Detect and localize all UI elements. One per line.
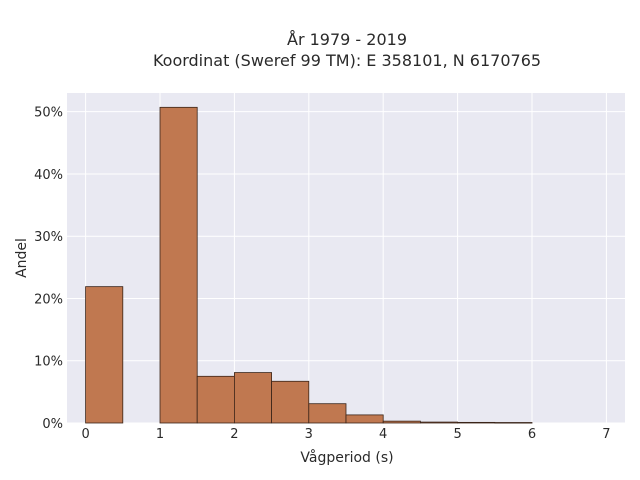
x-tick-label: 6 <box>528 427 536 442</box>
y-tick-label: 10% <box>34 355 63 370</box>
histogram-bar-11 <box>494 422 533 424</box>
histogram-bar-2 <box>159 106 198 424</box>
histogram-bar-4 <box>233 372 272 424</box>
y-tick-label: 50% <box>34 106 63 121</box>
x-tick-label: 0 <box>81 427 89 442</box>
x-tick-label: 4 <box>379 427 387 442</box>
chart-title-line1: År 1979 - 2019 <box>287 30 407 49</box>
chart-title-line2: Koordinat (Sweref 99 TM): E 358101, N 61… <box>153 51 541 70</box>
x-tick-label: 7 <box>602 427 610 442</box>
y-axis-label: Andel <box>14 238 30 278</box>
histogram-bar-9 <box>419 421 458 424</box>
histogram-bar-8 <box>382 420 421 424</box>
histogram-bar-6 <box>308 403 347 424</box>
histogram-bar-3 <box>196 375 235 424</box>
x-tick-label: 2 <box>230 427 238 442</box>
plot-area <box>67 93 625 423</box>
x-tick-label: 1 <box>156 427 164 442</box>
x-axis-label: Vågperiod (s) <box>300 449 393 466</box>
y-tick-label: 0% <box>42 417 63 432</box>
histogram-bar-5 <box>271 380 310 424</box>
x-tick-label: 3 <box>305 427 313 442</box>
y-tick-label: 40% <box>34 168 63 183</box>
histogram-bar-7 <box>345 414 384 424</box>
histogram-bars <box>85 106 533 424</box>
y-tick-label: 30% <box>34 230 63 245</box>
histogram-bar-0 <box>85 286 124 424</box>
y-tick-label: 20% <box>34 292 63 307</box>
x-axis-ticks: 0 1 2 3 4 5 6 7 <box>81 427 610 442</box>
histogram-bar-10 <box>457 421 496 424</box>
y-axis-ticks: 0% 10% 20% 30% 40% 50% <box>34 106 63 432</box>
x-tick-label: 5 <box>453 427 461 442</box>
